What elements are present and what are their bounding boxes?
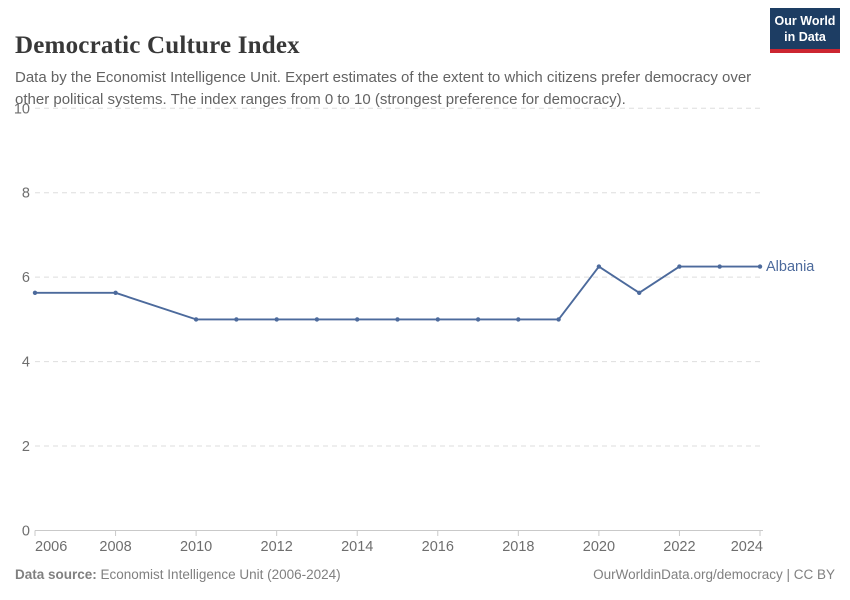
- data-point-albania-2008[interactable]: [113, 290, 118, 295]
- data-point-albania-2006[interactable]: [32, 290, 38, 295]
- x-tick-label-2020: 2020: [583, 539, 615, 555]
- x-tick-label-2022: 2022: [663, 539, 695, 555]
- data-point-albania-2015[interactable]: [395, 317, 400, 322]
- y-tick-label-2: 2: [22, 439, 30, 455]
- x-tick-label-2024: 2024: [731, 539, 763, 555]
- x-tick-label-2006: 2006: [35, 539, 67, 555]
- x-tick-label-2010: 2010: [180, 539, 212, 555]
- data-point-albania-2024[interactable]: [757, 264, 763, 269]
- page-title: Democratic Culture Index: [15, 31, 300, 59]
- data-source-text: Economist Intelligence Unit (2006-2024): [96, 567, 341, 582]
- data-point-albania-2022[interactable]: [677, 264, 682, 269]
- data-point-albania-2019[interactable]: [556, 317, 561, 322]
- y-tick-label-8: 8: [22, 186, 30, 202]
- data-point-albania-2013[interactable]: [314, 317, 320, 322]
- x-tick-label-2008: 2008: [99, 539, 131, 555]
- chart-subtitle: Data by the Economist Intelligence Unit.…: [15, 69, 752, 108]
- data-point-albania-2018[interactable]: [516, 317, 521, 322]
- data-point-albania-2014[interactable]: [355, 317, 360, 322]
- chart-footer: Data source: Economist Intelligence Unit…: [15, 567, 835, 582]
- x-tick-label-2018: 2018: [502, 539, 534, 555]
- owid-logo-line2: in Data: [784, 30, 826, 44]
- series-line-albania[interactable]: [34, 265, 761, 321]
- series-label-albania[interactable]: Albania: [766, 259, 815, 275]
- y-tick-label-4: 4: [22, 355, 30, 371]
- y-tick-label-10: 10: [14, 101, 30, 117]
- data-source-label: Data source:: [15, 567, 97, 582]
- owid-logo[interactable]: Our World in Data: [770, 8, 840, 53]
- owid-credit-link[interactable]: OurWorldinData.org/democracy | CC BY: [593, 567, 835, 582]
- data-source-note: Data source: Economist Intelligence Unit…: [15, 567, 341, 582]
- x-tick-label-2014: 2014: [341, 539, 373, 555]
- x-tick-label-2012: 2012: [261, 539, 293, 555]
- data-point-albania-2023[interactable]: [717, 264, 722, 269]
- data-point-albania-2016[interactable]: [435, 317, 440, 322]
- data-point-albania-2020[interactable]: [596, 264, 602, 269]
- y-tick-label-0: 0: [22, 524, 30, 540]
- data-point-albania-2010[interactable]: [193, 317, 199, 322]
- x-tick-label-2016: 2016: [422, 539, 454, 555]
- owid-logo-line1: Our World: [774, 14, 836, 28]
- data-point-albania-2017[interactable]: [475, 317, 481, 322]
- y-tick-label-6: 6: [22, 270, 30, 286]
- data-point-albania-2021[interactable]: [637, 290, 642, 295]
- data-point-albania-2011[interactable]: [234, 317, 239, 322]
- data-point-albania-2012[interactable]: [274, 317, 279, 322]
